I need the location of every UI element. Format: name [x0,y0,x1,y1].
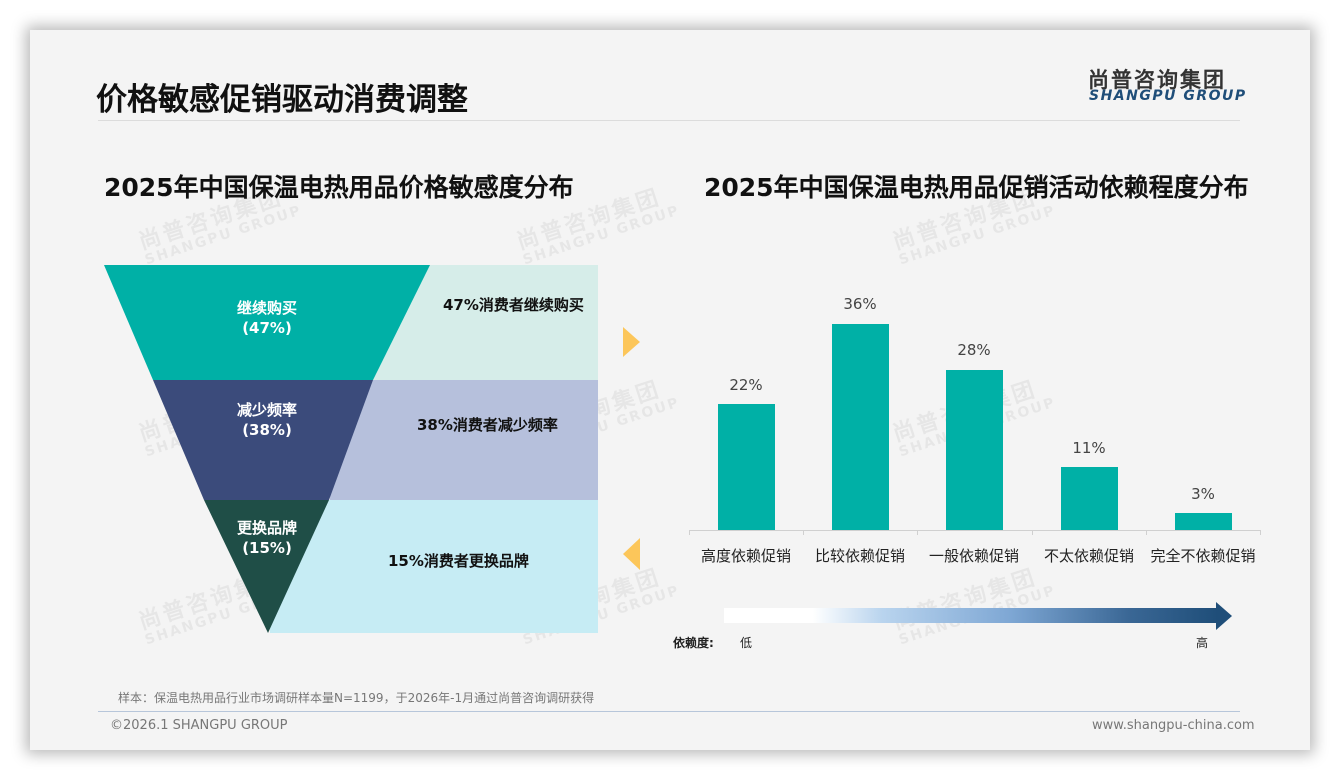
bar-slightly-reliant [1061,467,1118,530]
scale-low-label: 低 [740,636,753,650]
bar-value-label: 36% [843,295,877,313]
bar-category-label: 不太依赖促销 [1043,547,1134,565]
bar-category-label: 完全不依赖促销 [1150,547,1256,565]
bar-value-label: 11% [1072,439,1106,457]
arrow-left-icon [623,538,640,570]
x-axis-tick [689,530,690,535]
bar-moderately-reliant [946,370,1003,530]
funnel-stage-2-label: 减少频率 (38%) [236,401,297,439]
x-axis [689,530,1261,531]
copyright: ©2026.1 SHANGPU GROUP [110,718,288,733]
logo-chinese: 尚普咨询集团 [1088,68,1226,92]
page-title: 价格敏感促销驱动消费调整 [96,82,468,118]
funnel-stage-3-desc: 15%消费者更换品牌 [388,552,529,570]
x-axis-tick [1032,530,1033,535]
funnel-chart [30,30,1310,750]
arrow-right-icon [623,327,640,357]
funnel-desc-panel-2 [330,380,598,500]
funnel-desc-panel-1 [370,265,598,380]
footer-divider [98,711,1240,712]
x-axis-tick [1146,530,1147,535]
funnel-stage-2-desc: 38%消费者减少频率 [417,416,558,434]
bar-value-label: 22% [729,376,763,394]
bar-not-reliant [1175,513,1232,530]
bar-value-label: 28% [957,341,991,359]
bar-fairly-reliant [832,324,889,530]
scale-high-label: 高 [1196,636,1209,650]
slide: 尚普咨询集团 SHANGPU GROUP 尚普咨询集团 SHANGPU GROUP … [30,30,1310,750]
funnel-stage-2 [153,380,373,500]
x-axis-tick [917,530,918,535]
bar-value-label: 3% [1191,485,1215,503]
funnel-graphic [104,265,598,633]
bar-category-label: 高度依赖促销 [700,547,791,565]
funnel-stage-3-label: 更换品牌 (15%) [236,519,297,557]
scale-label: 依赖度: [673,636,714,650]
logo-english: SHANGPU GROUP [1089,88,1247,104]
title-divider [98,120,1240,121]
funnel-chart-title: 2025年中国保温电热用品价格敏感度分布 [104,173,574,202]
sample-footnote: 样本：保温电热用品行业市场调研样本量N=1199，于2026年-1月通过尚普咨询… [118,691,595,705]
bar-chart-title: 2025年中国保温电热用品促销活动依赖程度分布 [704,173,1249,202]
website-link[interactable]: www.shangpu-china.com [1092,718,1255,733]
x-axis-tick [803,530,804,535]
bar-category-label: 一般依赖促销 [928,547,1019,565]
x-axis-tick [1260,530,1261,535]
bar-high-reliance [718,404,775,530]
bar-category-label: 比较依赖促销 [814,547,905,565]
funnel-stage-1-desc: 47%消费者继续购买 [443,296,584,314]
funnel-stage-1-label: 继续购买 (47%) [236,299,297,337]
reliance-gradient-scale [724,608,1218,623]
arrow-head-icon [1216,602,1232,630]
